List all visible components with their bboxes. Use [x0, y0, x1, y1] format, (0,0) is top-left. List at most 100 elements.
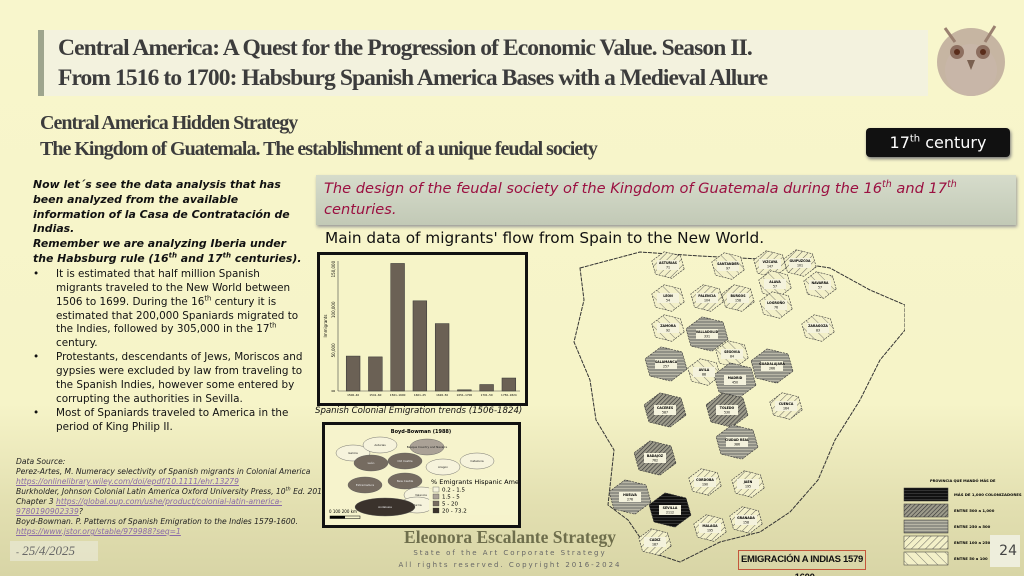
legend-swatch — [903, 503, 949, 518]
sources-label: Data Source: — [16, 457, 66, 466]
province-name: GUADALAJARA — [759, 362, 785, 366]
data-sources: Data Source: Perez-Artes, M. Numeracy se… — [16, 457, 334, 537]
province-name: GUIPUZCOA — [789, 259, 811, 263]
bar-1561–1600 — [390, 263, 405, 392]
province-label-bg — [657, 293, 679, 303]
province-value: 92 — [666, 329, 670, 333]
x-tick-label: 1626–50 — [436, 393, 448, 397]
badge-sup: th — [909, 133, 921, 145]
province-label-bg — [619, 492, 641, 502]
thumb-legend-title: % Emigrants Hispanic America — [431, 478, 518, 486]
bullet1-c: century. — [56, 337, 98, 350]
region-extremadura — [347, 476, 383, 494]
province-name: BADAJOZ — [647, 454, 664, 458]
source-2-link[interactable]: https://global.oup.com/ushe/product/colo… — [16, 497, 282, 516]
bar-1651–1700 — [457, 389, 472, 392]
province-value: 57 — [773, 285, 777, 289]
design-a: The design of the feudal society of the … — [324, 180, 883, 197]
province-name: SANTANDER — [717, 262, 739, 266]
title-bar: Central America: A Quest for the Progres… — [38, 30, 928, 96]
region-asturias — [362, 436, 398, 454]
province-name: HUELVA — [623, 493, 637, 497]
province-label-bg — [716, 405, 738, 415]
region-label: Basque Country and Navarre — [407, 445, 448, 449]
sup: th — [222, 250, 232, 260]
thumb-legend-label: 0.2 - 1.5 — [442, 488, 465, 494]
province-label-bg — [737, 479, 759, 489]
region-label: Galicia — [348, 451, 358, 455]
province-value: 101 — [797, 264, 803, 268]
source-1-link[interactable]: https://onlinelibrary.wiley.com/doi/epdf… — [16, 477, 239, 486]
province-label-bg — [655, 359, 677, 369]
province-value: 88 — [702, 373, 706, 377]
province-name: ASTURIAS — [659, 261, 678, 265]
map-legend: PROVINCIA QUE MANDÓ MÁS DE MÁS DE 1,000 … — [903, 478, 1022, 566]
sup: th — [204, 294, 212, 303]
province-name: AVILA — [699, 368, 710, 372]
bullet-item: Most of Spaniards traveled to America in… — [33, 407, 308, 435]
province-name: TOLEDO — [720, 406, 735, 410]
bar-1541–60 — [368, 356, 383, 392]
province-label-bg — [724, 375, 746, 385]
region-león — [353, 454, 389, 472]
legend-swatch — [903, 487, 949, 502]
intro-paragraph: Now let´s see the data analysis that has… — [33, 178, 290, 236]
bar-1506–40 — [345, 355, 361, 392]
province-label-bg — [789, 258, 811, 268]
province-label-bg — [654, 405, 676, 415]
x-tick-label: 1561–1600 — [390, 393, 406, 397]
province-label-bg — [694, 477, 716, 487]
province-label-bg — [657, 260, 679, 270]
province-value: 57 — [818, 286, 822, 290]
province-label-bg — [764, 279, 786, 289]
province-label-bg — [721, 349, 743, 359]
region-new-castile — [387, 472, 423, 490]
province-value: 158 — [735, 299, 741, 303]
province-value: 195 — [745, 485, 751, 489]
y-tick-label: 50,000 — [331, 343, 336, 357]
legend-swatch — [903, 535, 949, 550]
source-3-link[interactable]: https://www.jstor.org/stable/979988?seq=… — [16, 527, 181, 536]
province-label-bg — [657, 323, 679, 333]
province-label-bg — [726, 437, 748, 447]
province-name: VIZCAYA — [763, 260, 778, 264]
province-name: CACERES — [657, 406, 674, 410]
x-tick-label: 1506–40 — [347, 393, 359, 397]
region-basque-country-and-navarre — [409, 438, 445, 456]
thumb-title: Boyd-Bowman (1988) — [391, 429, 451, 435]
bar-chart-svg: 0 50,000 100,000 150,000 Immigrants 1506–40 15… — [323, 260, 520, 397]
province-name: GRANADA — [737, 516, 755, 520]
region-label: Aragon — [438, 465, 448, 469]
province-name: MALAGA — [702, 524, 718, 528]
legend-swatch — [903, 551, 949, 566]
province-value: 158 — [743, 521, 749, 525]
sup: th — [882, 179, 892, 191]
province-label-bg — [775, 401, 797, 411]
province-value: 195 — [707, 529, 713, 533]
region-catalonia — [459, 452, 495, 470]
province-value: 276 — [627, 498, 633, 502]
province-name: JAEN — [743, 480, 753, 484]
main-data-text: Main data of migrants' flow from Spain t… — [325, 229, 765, 247]
province-value: 84 — [730, 355, 734, 359]
x-tick-label: 1701–50 — [481, 393, 493, 397]
province-label-bg — [759, 259, 781, 269]
region-label: Murcia — [412, 503, 422, 507]
province-label-bg — [761, 361, 783, 371]
scale-bar-fill — [330, 516, 345, 519]
footer-rights: All rights reserved. Copyright 2016-2024 — [398, 561, 622, 569]
province-name: MADRID — [728, 376, 743, 380]
province-value: 83 — [816, 329, 820, 333]
region-label: Catalonia — [470, 459, 484, 463]
design-b: and 17 — [891, 180, 948, 197]
badge-text: century — [920, 133, 987, 152]
thumb-legend-swatch — [432, 493, 440, 500]
page-number: 24 — [990, 535, 1020, 567]
province-label-bg — [659, 505, 681, 515]
province-label-bg — [807, 323, 829, 333]
spain-outline — [573, 251, 905, 563]
thumb-legend-label: 5 - 20 — [442, 502, 458, 508]
reminder-b: and 17 — [177, 251, 223, 265]
thumb-legend-label: 1.5 - 5 — [442, 495, 460, 501]
